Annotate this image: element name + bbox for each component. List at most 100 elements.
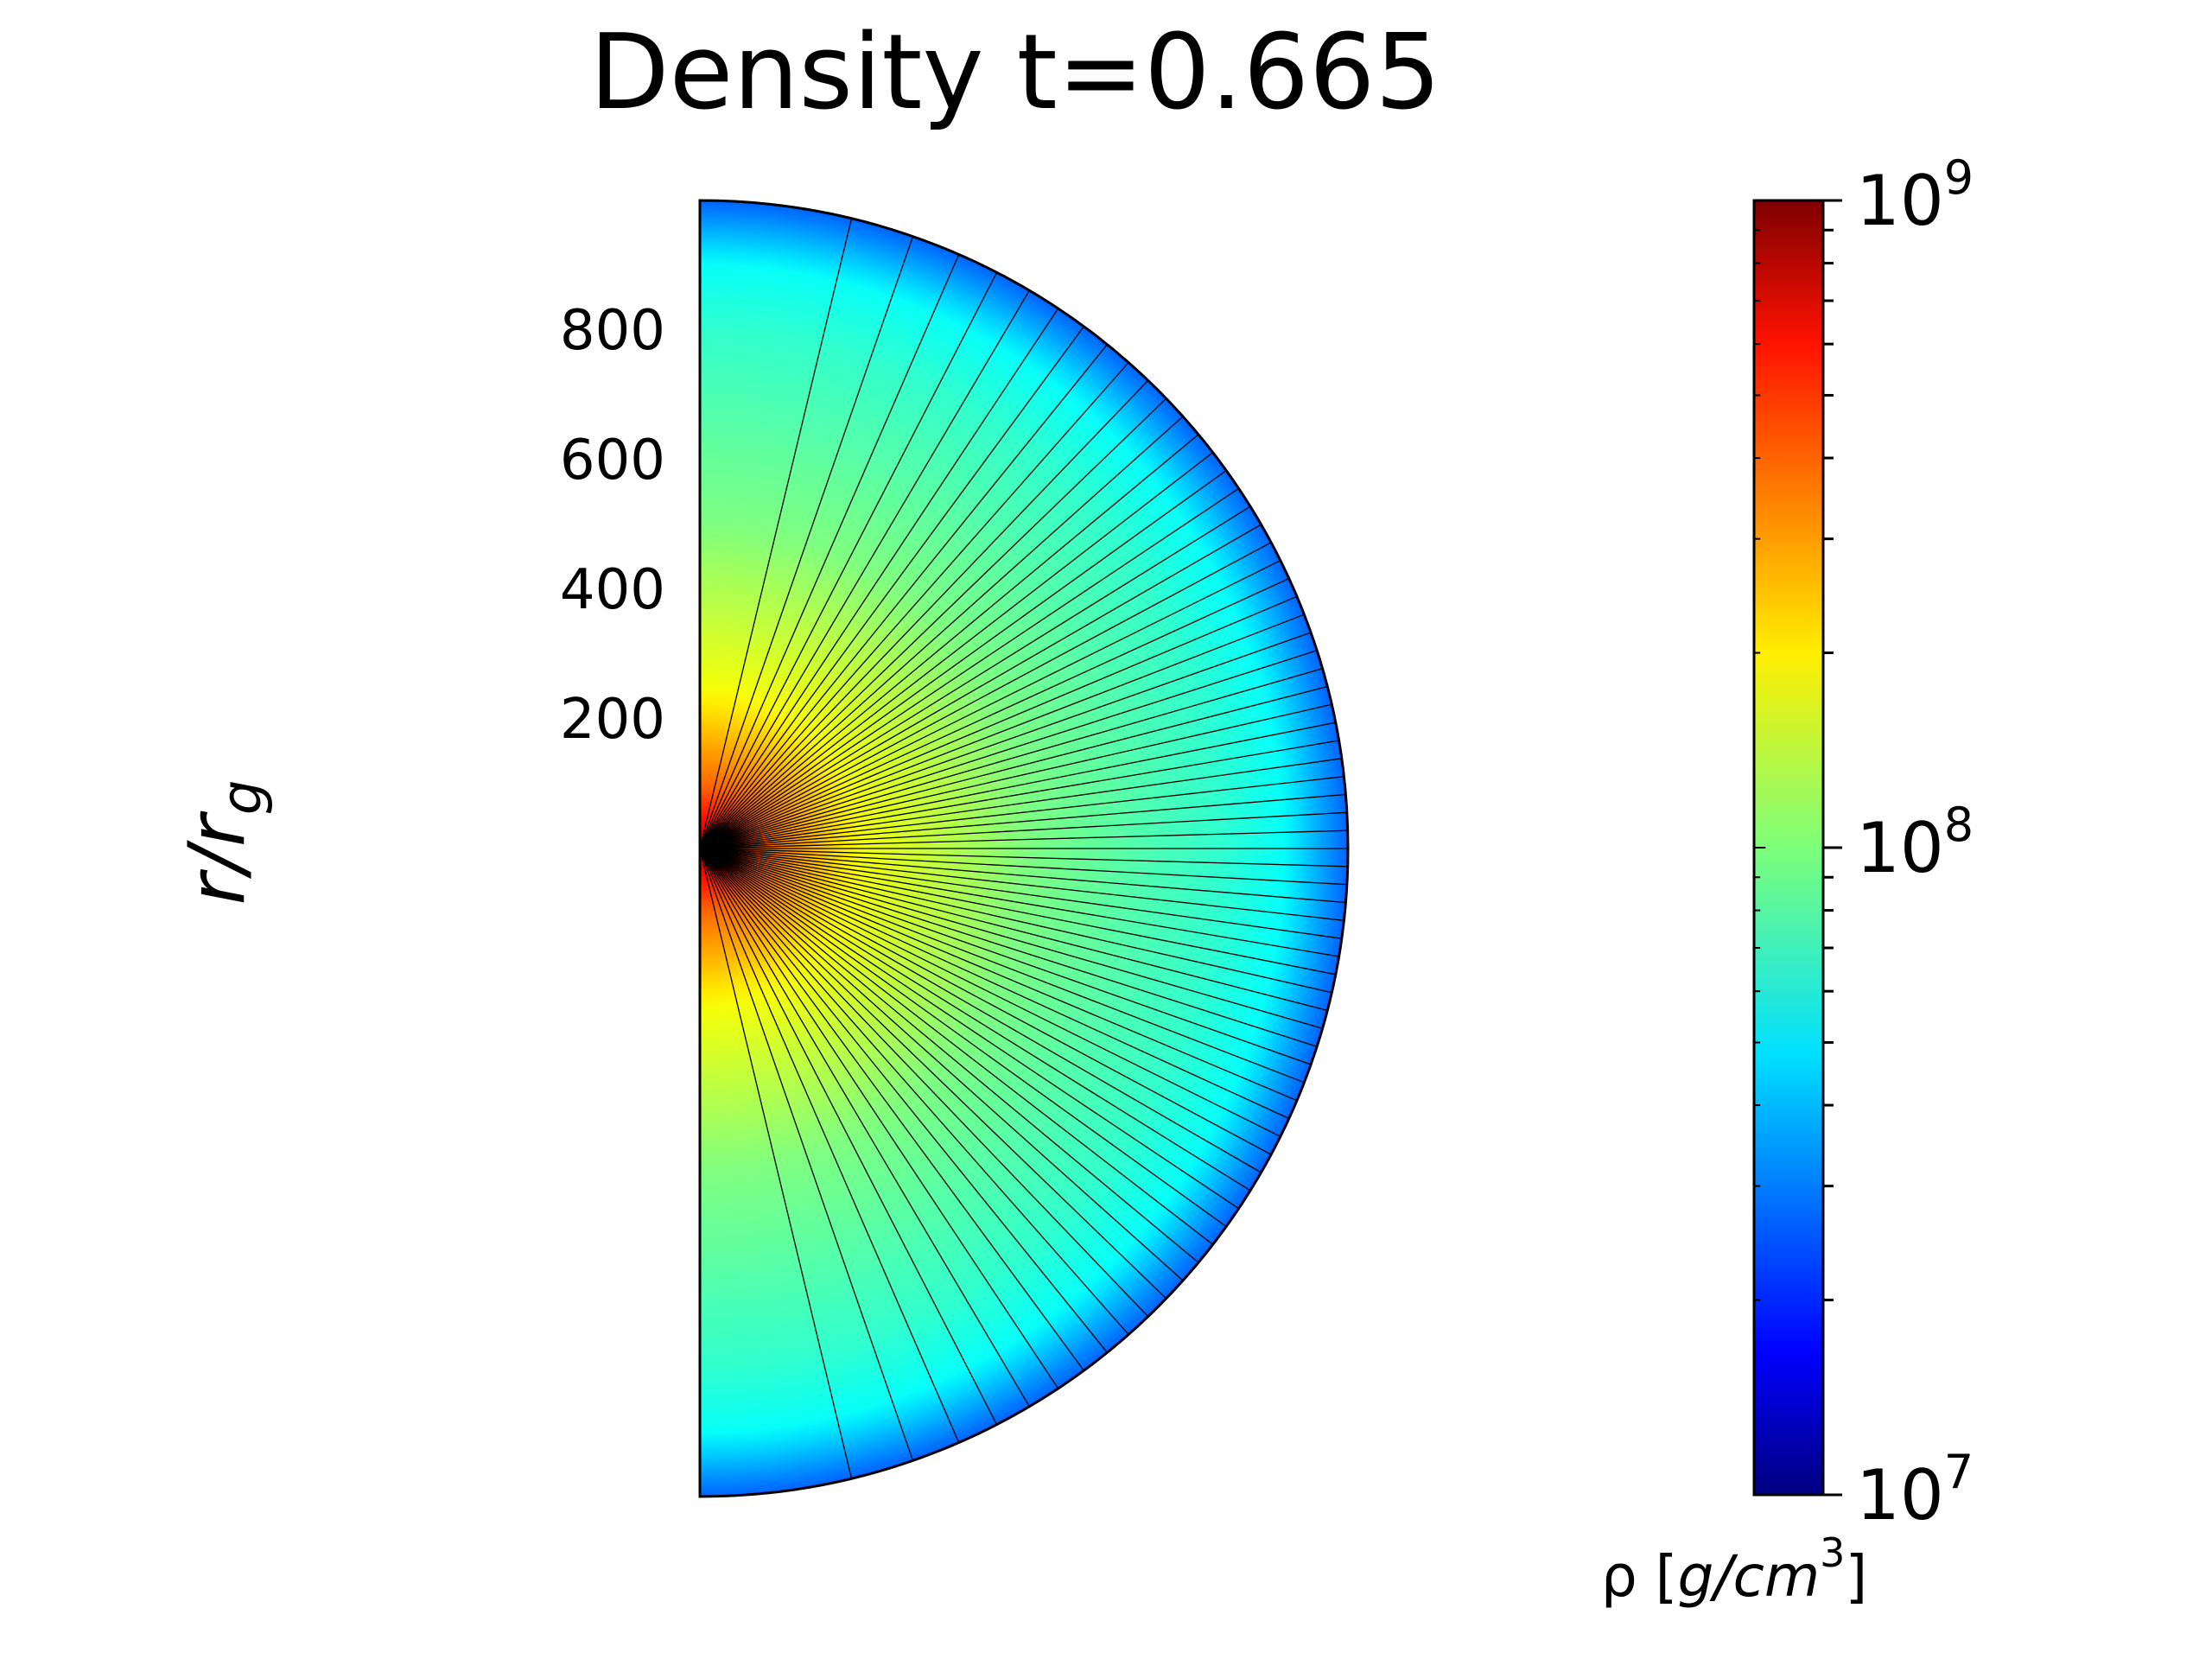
- radial-grid-line: [699, 848, 1129, 1335]
- radial-grid-line: [699, 505, 1251, 849]
- radial-grid-line: [699, 703, 1332, 849]
- radial-grid-line: [699, 595, 1298, 849]
- radial-grid-line: [699, 848, 1339, 957]
- radial-grid-line: [699, 848, 960, 1443]
- radial-grid-line: [699, 848, 1342, 939]
- y-axis-label-main: r/r: [172, 810, 263, 905]
- radial-grid-line: [699, 848, 1272, 1155]
- radial-grid-line: [699, 848, 1084, 1371]
- radial-grid-line: [699, 848, 1108, 1353]
- colorbar-tick-base: 10: [1856, 1455, 1944, 1535]
- radial-grid-line: [699, 848, 1030, 1408]
- y-tick-labels: 200 400 600 800: [560, 299, 665, 752]
- radial-grid-line: [699, 848, 1149, 1318]
- colorbar-ticks: [1754, 199, 1842, 1497]
- radial-grid-line: [699, 848, 853, 1479]
- radial-grid-line: [699, 848, 1059, 1389]
- colorbar-label: ρ [g/cm3]: [1601, 1529, 1867, 1610]
- radial-grid-line: [699, 236, 914, 849]
- colorbar-label-unit: g/cm: [1677, 1543, 1820, 1610]
- colorbar-tick-label: 109: [1856, 150, 1974, 241]
- radial-grid-lines: [699, 218, 1348, 1479]
- radial-grid-line: [699, 848, 1346, 904]
- chart-title: Density t=0.665: [589, 13, 1441, 133]
- radial-grid-line: [699, 848, 1227, 1228]
- y-axis-label-subscript: g: [211, 780, 275, 816]
- radial-grid-line: [699, 848, 1239, 1210]
- radial-grid-line: [699, 848, 1312, 1065]
- y-tick-label: 600: [560, 429, 665, 493]
- radial-grid-line: [699, 218, 853, 849]
- radial-grid-line: [699, 758, 1342, 849]
- radial-grid-line: [699, 362, 1129, 849]
- radial-grid-line: [699, 577, 1290, 849]
- radial-grid-line: [699, 632, 1312, 849]
- radial-grid-line: [699, 848, 1336, 976]
- radial-grid-line: [699, 848, 1318, 1047]
- radial-grid-line: [699, 289, 1030, 849]
- radial-grid-line: [699, 721, 1336, 849]
- radial-grid-line: [699, 685, 1328, 849]
- radial-grid-line: [699, 848, 1298, 1102]
- radial-grid-line: [699, 416, 1184, 849]
- radial-grid-line: [699, 308, 1059, 849]
- radial-grid-line: [699, 848, 1251, 1192]
- radial-grid-line: [699, 272, 998, 849]
- radial-grid-line: [699, 848, 998, 1425]
- radial-grid-line: [699, 848, 914, 1461]
- colorbar-tick-base: 10: [1856, 808, 1944, 888]
- radial-grid-line: [699, 848, 1328, 1012]
- radial-grid-line: [699, 848, 1305, 1084]
- radial-grid-line: [699, 344, 1108, 849]
- radial-grid-line: [699, 397, 1167, 849]
- radial-grid-line: [699, 848, 1348, 868]
- radial-grid-line: [699, 254, 960, 849]
- radial-grid-line: [699, 830, 1348, 849]
- colorbar-tick-label: 107: [1856, 1445, 1974, 1535]
- radial-grid-line: [699, 848, 1262, 1173]
- radial-grid-line: [699, 650, 1318, 849]
- colorbar-tick-label: 108: [1856, 798, 1974, 888]
- y-tick-label: 400: [560, 558, 665, 622]
- radial-grid-line: [699, 848, 1344, 921]
- plot-area: 200 400 600 800: [560, 199, 1350, 1498]
- radial-grid-line: [699, 740, 1339, 849]
- radial-grid-line: [699, 848, 1332, 994]
- radial-grid-line: [699, 848, 1290, 1120]
- radial-grid-line: [699, 848, 1323, 1029]
- radial-grid-line: [699, 469, 1227, 849]
- radial-grid-line: [699, 487, 1239, 849]
- radial-grid-line: [699, 848, 1214, 1245]
- y-tick-label: 800: [560, 299, 665, 363]
- radial-grid-line: [699, 793, 1346, 849]
- colorbar-tick-base: 10: [1856, 161, 1944, 241]
- radial-grid-line: [699, 848, 1184, 1281]
- y-axis-label: r/rg: [172, 780, 275, 906]
- y-tick-label: 200: [560, 688, 665, 752]
- radial-grid-line: [699, 668, 1323, 849]
- domain-boundary: [698, 199, 1350, 1498]
- radial-grid-line: [699, 560, 1281, 849]
- radial-grid-line: [699, 848, 1167, 1300]
- radial-grid-line: [699, 848, 1199, 1263]
- radial-grid-line: [699, 848, 1281, 1137]
- radial-grid-line: [699, 613, 1305, 849]
- radial-grid-line: [699, 776, 1344, 849]
- radial-grid-line: [699, 326, 1084, 849]
- radial-grid-line: [699, 848, 1347, 886]
- colorbar-label-unit-exponent: 3: [1820, 1529, 1845, 1576]
- colorbar-label-close: ]: [1845, 1543, 1867, 1610]
- colorbar-label-symbol: ρ [: [1601, 1543, 1678, 1610]
- radial-grid-line: [699, 434, 1199, 849]
- radial-grid-line: [699, 524, 1262, 849]
- radial-grid-line: [699, 379, 1149, 849]
- colorbar-tick-exponent: 9: [1944, 150, 1974, 205]
- colorbar-tick-exponent: 7: [1944, 1445, 1974, 1499]
- radial-grid-line: [699, 542, 1272, 849]
- radial-grid-line: [699, 811, 1347, 849]
- colorbar-tick-exponent: 8: [1944, 798, 1974, 852]
- radial-grid-line: [699, 452, 1214, 849]
